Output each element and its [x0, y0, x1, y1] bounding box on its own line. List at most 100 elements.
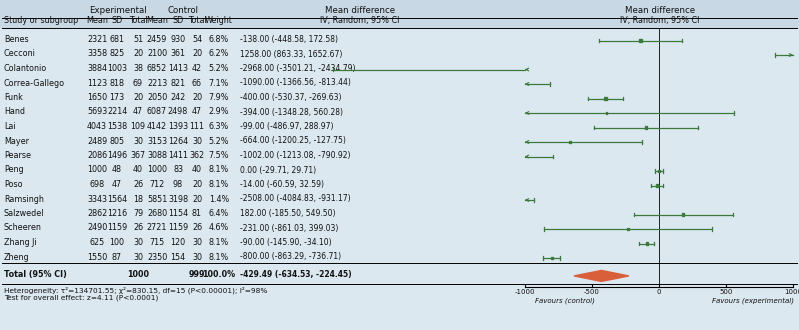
Text: 2490: 2490: [87, 223, 107, 233]
Text: 6087: 6087: [147, 108, 167, 116]
Text: 20: 20: [192, 50, 202, 58]
Text: -90.00 (-145.90, -34.10): -90.00 (-145.90, -34.10): [240, 238, 332, 247]
Text: -429.49 (-634.53, -224.45): -429.49 (-634.53, -224.45): [240, 270, 352, 279]
Text: 1159: 1159: [107, 223, 127, 233]
Text: 2086: 2086: [87, 151, 107, 160]
Text: 30: 30: [192, 137, 202, 146]
Text: 26: 26: [133, 180, 143, 189]
Text: Poso: Poso: [4, 180, 22, 189]
Text: 698: 698: [89, 180, 105, 189]
Text: 6.2%: 6.2%: [209, 50, 229, 58]
Text: 2.9%: 2.9%: [209, 108, 229, 116]
Text: 7.5%: 7.5%: [209, 151, 229, 160]
Text: 999: 999: [189, 270, 205, 279]
Text: 1411: 1411: [168, 151, 188, 160]
Text: 1564: 1564: [107, 194, 127, 204]
Text: Ramsingh: Ramsingh: [4, 194, 44, 204]
Text: 805: 805: [109, 137, 125, 146]
Text: 2459: 2459: [147, 35, 167, 44]
Text: 6.8%: 6.8%: [209, 35, 229, 44]
Text: Experimental: Experimental: [89, 6, 147, 15]
Text: 4043: 4043: [87, 122, 107, 131]
Text: IV, Random, 95% CI: IV, Random, 95% CI: [620, 16, 700, 25]
Text: 2321: 2321: [87, 35, 107, 44]
Text: 30: 30: [192, 252, 202, 261]
Text: -1002.00 (-1213.08, -790.92): -1002.00 (-1213.08, -790.92): [240, 151, 351, 160]
Text: 5.2%: 5.2%: [209, 64, 229, 73]
Text: 51: 51: [133, 35, 143, 44]
Text: Salzwedel: Salzwedel: [4, 209, 45, 218]
Text: 1496: 1496: [107, 151, 127, 160]
Text: 0: 0: [657, 289, 662, 295]
Text: 7.1%: 7.1%: [209, 79, 229, 87]
Text: 2100: 2100: [147, 50, 167, 58]
Text: IV, Random, 95% CI: IV, Random, 95% CI: [320, 16, 400, 25]
Text: 26: 26: [192, 223, 202, 233]
Text: 20: 20: [133, 50, 143, 58]
Text: 6852: 6852: [147, 64, 167, 73]
Bar: [682, 214, 685, 215]
Text: 2213: 2213: [147, 79, 167, 87]
Text: Weight: Weight: [205, 16, 233, 25]
Text: 69: 69: [133, 79, 143, 87]
Text: Control: Control: [168, 6, 198, 15]
Text: 2214: 2214: [107, 108, 127, 116]
Text: 6.4%: 6.4%: [209, 209, 229, 218]
Text: 7.9%: 7.9%: [209, 93, 229, 102]
Text: 87: 87: [112, 252, 122, 261]
Text: 42: 42: [192, 64, 202, 73]
Text: 40: 40: [192, 166, 202, 175]
Text: 111: 111: [189, 122, 205, 131]
Text: Test for overall effect: z=4.11 (P<0.0001): Test for overall effect: z=4.11 (P<0.000…: [4, 294, 158, 301]
Text: Mayer: Mayer: [4, 137, 29, 146]
Text: 30: 30: [192, 238, 202, 247]
Text: 100: 100: [109, 238, 125, 247]
Text: Mean difference: Mean difference: [325, 6, 395, 15]
Text: 1123: 1123: [87, 79, 107, 87]
Text: SD: SD: [111, 16, 122, 25]
Text: 182.00 (-185.50, 549.50): 182.00 (-185.50, 549.50): [240, 209, 336, 218]
Text: 1258.00 (863.33, 1652.67): 1258.00 (863.33, 1652.67): [240, 50, 343, 58]
Text: Lai: Lai: [4, 122, 16, 131]
Bar: [645, 126, 646, 128]
Text: 242: 242: [170, 93, 185, 102]
Text: Study or subgroup: Study or subgroup: [4, 16, 78, 25]
Text: 26: 26: [133, 223, 143, 233]
Text: 18: 18: [133, 194, 143, 204]
Text: 2862: 2862: [87, 209, 107, 218]
Text: Total (95% CI): Total (95% CI): [4, 270, 67, 279]
Text: 5693: 5693: [87, 108, 107, 116]
Text: -1000: -1000: [515, 289, 535, 295]
Text: 154: 154: [170, 252, 185, 261]
Text: SD: SD: [173, 16, 184, 25]
Text: -400.00 (-530.37, -269.63): -400.00 (-530.37, -269.63): [240, 93, 341, 102]
Text: Total: Total: [129, 16, 147, 25]
Text: 100.0%: 100.0%: [202, 270, 236, 279]
Text: -394.00 (-1348.28, 560.28): -394.00 (-1348.28, 560.28): [240, 108, 343, 116]
Text: 0.00 (-29.71, 29.71): 0.00 (-29.71, 29.71): [240, 166, 316, 175]
Text: 8.1%: 8.1%: [209, 180, 229, 189]
Text: 38: 38: [133, 64, 143, 73]
Text: Favours (experimental): Favours (experimental): [712, 297, 793, 304]
Text: 4142: 4142: [147, 122, 167, 131]
Text: Cecconi: Cecconi: [4, 50, 36, 58]
Text: 712: 712: [149, 180, 165, 189]
Text: Scheeren: Scheeren: [4, 223, 42, 233]
Text: Benes: Benes: [4, 35, 29, 44]
Text: 2350: 2350: [147, 252, 167, 261]
Text: 54: 54: [192, 35, 202, 44]
Text: Correa-Gallego: Correa-Gallego: [4, 79, 66, 87]
Text: Hand: Hand: [4, 108, 25, 116]
Bar: [639, 39, 642, 42]
Text: 3198: 3198: [168, 194, 188, 204]
Text: 47: 47: [133, 108, 143, 116]
Text: 30: 30: [133, 252, 143, 261]
Bar: [0, 0, 799, 28]
Text: 1538: 1538: [107, 122, 127, 131]
Text: 1159: 1159: [168, 223, 188, 233]
Text: 3884: 3884: [87, 64, 107, 73]
Text: 30: 30: [133, 238, 143, 247]
Text: 8.1%: 8.1%: [209, 166, 229, 175]
Text: Total: Total: [188, 16, 206, 25]
Text: 367: 367: [130, 151, 145, 160]
